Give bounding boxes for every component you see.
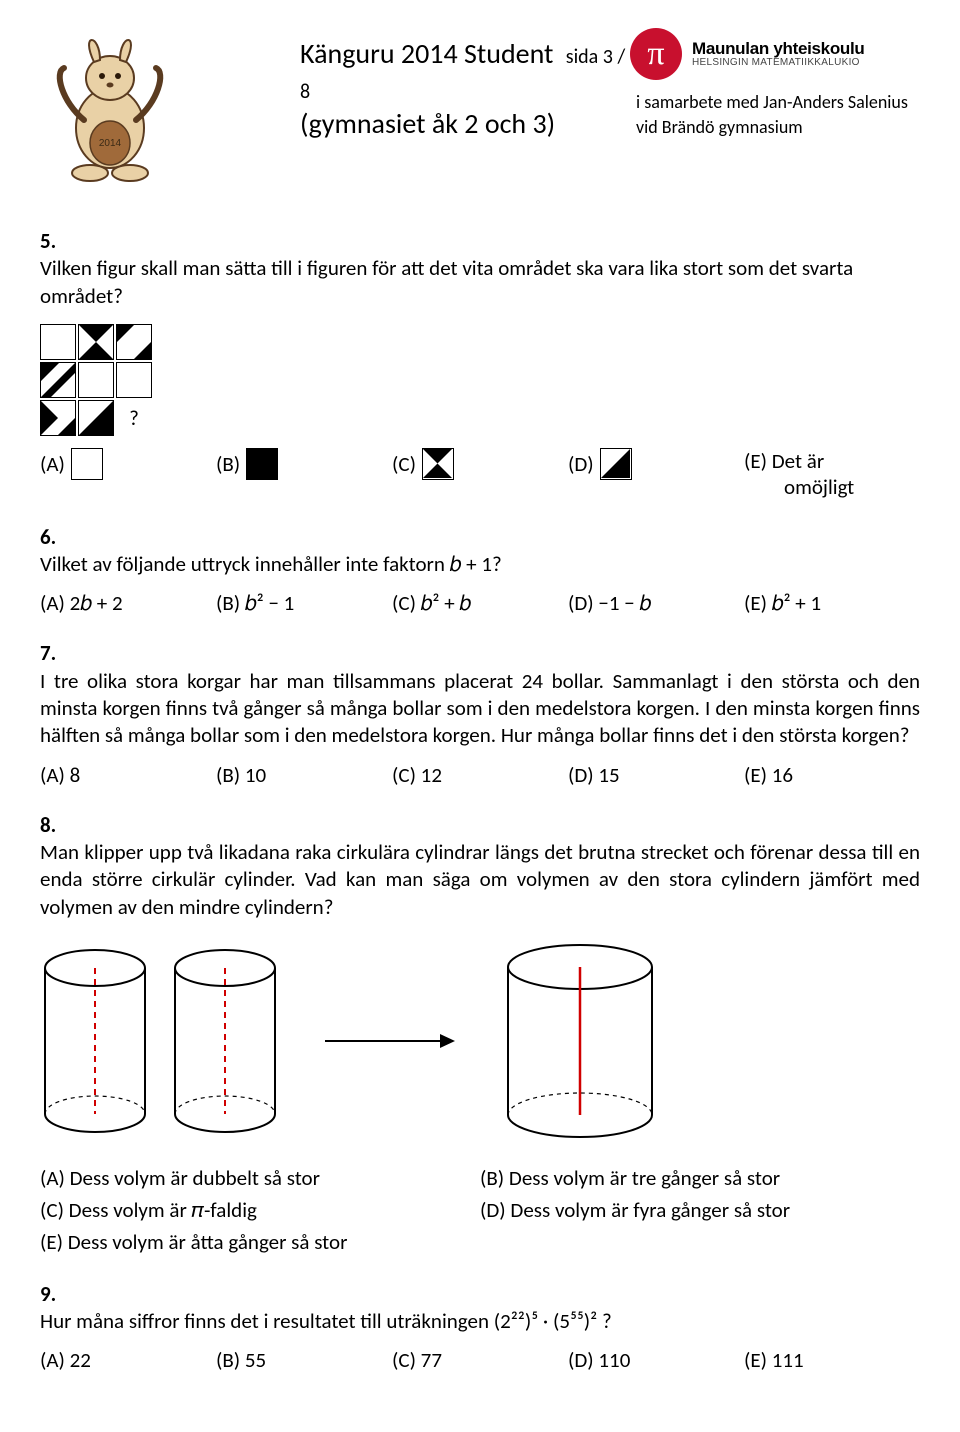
q5: 5. Vilken figur skall man sätta till i f… xyxy=(40,228,920,310)
school-name: Maunulan yhteiskoulu xyxy=(692,40,865,58)
q7-options: (A) 8 (B) 10 (C) 12 (D) 15 (E) 16 xyxy=(40,762,920,788)
q5-opt-e: (E) Det är omöjligt xyxy=(744,448,920,500)
q9-opt-a: (A) 22 xyxy=(40,1347,216,1373)
q5-opt-a: (A) xyxy=(40,448,216,480)
q9-opt-b: (B) 55 xyxy=(216,1347,392,1373)
q6-text: Vilket av följande uttryck innehåller in… xyxy=(40,551,920,578)
cylinder-small-icon xyxy=(40,946,150,1136)
q6-options: (A) 2𝑏 + 2 (B) 𝑏² − 1 (C) 𝑏² + 𝑏 (D) −1 … xyxy=(40,590,920,616)
school-block: π Maunulan yhteiskoulu HELSINGIN MATEMAT… xyxy=(630,28,920,140)
q5-opt-c: (C) xyxy=(392,448,568,480)
grid-cell xyxy=(78,362,114,398)
q9-opt-d: (D) 110 xyxy=(568,1347,744,1373)
q6-opt-b: (B) 𝑏² − 1 xyxy=(216,590,392,616)
arrow-icon xyxy=(320,1026,460,1056)
q8-opt-d: (D) Dess volym är fyra gånger så stor xyxy=(480,1197,920,1223)
doc-subtitle: (gymnasiet åk 2 och 3) xyxy=(300,106,630,141)
q6-opt-c: (C) 𝑏² + 𝑏 xyxy=(392,590,568,616)
q5-text: Vilken figur skall man sätta till i figu… xyxy=(40,255,920,310)
q8-num: 8. xyxy=(40,812,920,839)
tile-white xyxy=(71,448,103,480)
tile-halfdiag xyxy=(600,448,632,480)
q6-opt-a: (A) 2𝑏 + 2 xyxy=(40,590,216,616)
q5-opt-b: (B) xyxy=(216,448,392,480)
q7-opt-e: (E) 16 xyxy=(744,762,920,788)
title-block: Känguru 2014 Student sida 3 / 8 (gymnasi… xyxy=(300,28,630,141)
q9-text: Hur måna siffror finns det i resultatet … xyxy=(40,1308,920,1335)
cylinder-small-icon xyxy=(170,946,280,1136)
q6-num: 6. xyxy=(40,524,920,551)
tile-black xyxy=(246,448,278,480)
q8-opt-c: (C) Dess volym är 𝜋-faldig xyxy=(40,1197,480,1223)
grid-cell xyxy=(116,324,152,360)
q7-opt-d: (D) 15 xyxy=(568,762,744,788)
grid-cell xyxy=(40,362,76,398)
q8-text: Man klipper upp två likadana raka cirkul… xyxy=(40,839,920,921)
q5-opt-d: (D) xyxy=(568,448,744,480)
q8-options: (A) Dess volym är dubbelt så stor (B) De… xyxy=(40,1165,920,1255)
q9-num: 9. xyxy=(40,1281,920,1308)
school-sub: HELSINGIN MATEMATIIKKALUKIO xyxy=(692,58,865,69)
pi-logo-icon: π xyxy=(630,28,682,80)
collab-line-2: vid Brändö gymnasium xyxy=(636,115,920,140)
q7-opt-a: (A) 8 xyxy=(40,762,216,788)
q8-opt-b: (B) Dess volym är tre gånger så stor xyxy=(480,1165,920,1191)
q5-options: (A) (B) (C) (D) (E) Det ä xyxy=(40,448,920,500)
grid-cell xyxy=(116,362,152,398)
doc-title: Känguru 2014 Student xyxy=(300,36,553,71)
q8-opt-a: (A) Dess volym är dubbelt så stor xyxy=(40,1165,480,1191)
grid-cell xyxy=(78,324,114,360)
q7-num: 7. xyxy=(40,640,920,667)
page-header: 2014 Känguru 2014 Studen xyxy=(40,28,920,188)
grid-cell xyxy=(40,324,76,360)
q8-figure xyxy=(40,941,920,1141)
q7-text: I tre olika stora korgar har man tillsam… xyxy=(40,668,920,750)
q9-options: (A) 22 (B) 55 (C) 77 (D) 110 (E) 111 xyxy=(40,1347,920,1373)
grid-cell xyxy=(78,400,114,436)
q6-opt-e: (E) 𝑏² + 1 xyxy=(744,590,920,616)
q5-figure-grid: ? xyxy=(40,324,920,436)
cylinder-large-icon xyxy=(500,941,660,1141)
mascot-image: 2014 xyxy=(40,28,180,188)
q9: 9. Hur måna siffror finns det i resultat… xyxy=(40,1281,920,1336)
q5-num: 5. xyxy=(40,228,920,255)
q7-opt-c: (C) 12 xyxy=(392,762,568,788)
grid-qmark: ? xyxy=(116,400,152,436)
q6: 6. Vilket av följande uttryck innehåller… xyxy=(40,524,920,579)
q8-opt-e: (E) Dess volym är åtta gånger så stor xyxy=(40,1229,480,1255)
collab-line-1: i samarbete med Jan-Anders Salenius xyxy=(636,90,920,115)
grid-cell xyxy=(40,400,76,436)
tile-hourglass xyxy=(422,448,454,480)
q9-opt-c: (C) 77 xyxy=(392,1347,568,1373)
q7-opt-b: (B) 10 xyxy=(216,762,392,788)
q8: 8. Man klipper upp två likadana raka cir… xyxy=(40,812,920,921)
q9-opt-e: (E) 111 xyxy=(744,1347,920,1373)
q6-opt-d: (D) −1 − 𝑏 xyxy=(568,590,744,616)
svg-text:2014: 2014 xyxy=(99,138,122,149)
q7: 7. I tre olika stora korgar har man till… xyxy=(40,640,920,749)
